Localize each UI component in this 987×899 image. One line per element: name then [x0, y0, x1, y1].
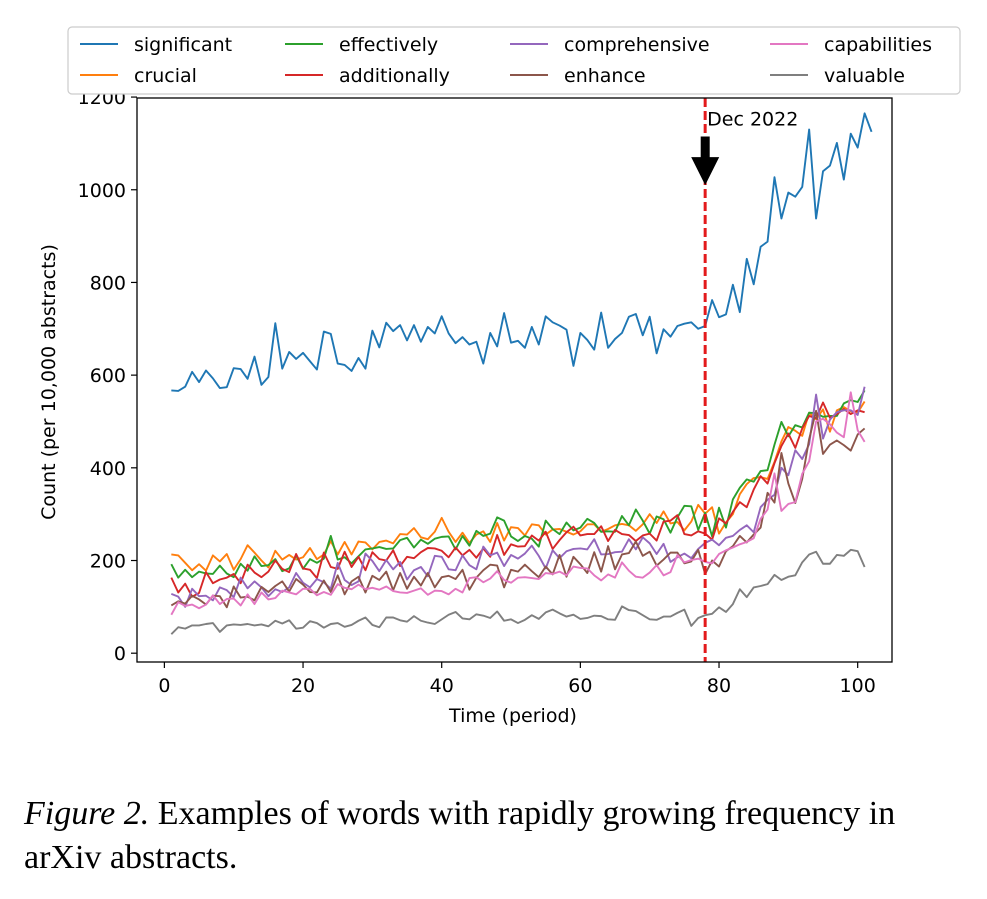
caption-text: Examples of words with rapidly growing f…	[24, 795, 896, 876]
legend-label-crucial: crucial	[134, 65, 197, 87]
series-line-significant	[171, 112, 873, 392]
x-tick-label: 80	[707, 675, 731, 697]
x-tick-label: 100	[840, 675, 876, 697]
legend-label-enhance: enhance	[564, 65, 646, 87]
y-tick-label: 1000	[78, 180, 126, 202]
annotation-label: Dec 2022	[707, 108, 798, 130]
series-line-capabilities	[170, 391, 866, 616]
series-line-crucial	[171, 401, 866, 572]
x-tick-label: 60	[568, 675, 592, 697]
caption-label: Figure 2.	[24, 795, 150, 832]
y-tick-label: 800	[90, 272, 126, 294]
y-tick-label: 600	[90, 365, 126, 387]
series-line-comprehensive	[170, 386, 866, 608]
legend-label-significant: significant	[134, 34, 232, 56]
y-tick-label: 0	[114, 643, 126, 665]
legend-label-capabilities: capabilities	[824, 34, 932, 56]
figure-caption: Figure 2. Examples of words with rapidly…	[24, 792, 974, 880]
y-tick-label: 400	[90, 458, 126, 480]
legend-label-effectively: effectively	[339, 34, 438, 56]
y-axis-title: Count (per 10,000 abstracts)	[38, 244, 60, 520]
x-tick-label: 0	[158, 675, 170, 697]
series-line-valuable	[170, 548, 866, 635]
legend-label-valuable: valuable	[824, 65, 905, 87]
plot-frame	[136, 97, 893, 663]
annotation-arrow-icon	[691, 136, 720, 186]
legend-label-comprehensive: comprehensive	[564, 34, 710, 56]
y-axis-title-group: Count (per 10,000 abstracts)	[38, 244, 60, 520]
legend-label-additionally: additionally	[339, 65, 450, 87]
series-line-additionally	[170, 401, 865, 598]
x-axis-title: Time (period)	[448, 705, 577, 727]
legend: significant crucial effectively additionall…	[67, 26, 961, 95]
y-tick-label: 200	[90, 551, 126, 573]
x-tick-label: 20	[291, 675, 315, 697]
x-tick-label: 40	[430, 675, 454, 697]
series-line-effectively	[170, 389, 866, 579]
